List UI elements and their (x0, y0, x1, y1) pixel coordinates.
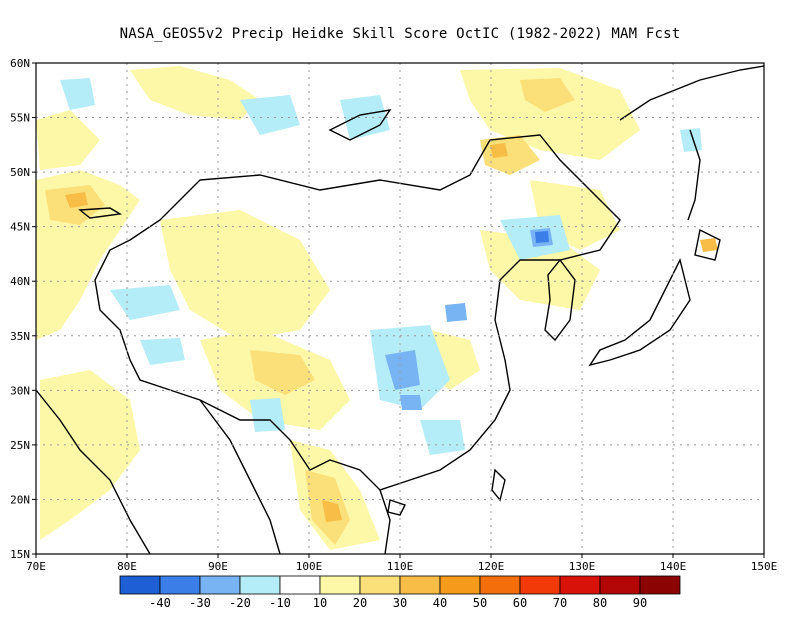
colorbar-swatch (319, 575, 361, 595)
shade-patch-blue-deep-3 (445, 303, 467, 322)
hokkaido-coast (694, 228, 721, 261)
shade-patch-blue-deep-4 (400, 395, 422, 410)
colorbar-swatch (279, 575, 321, 595)
lon-tick-label: 100E (296, 560, 323, 573)
graticule (36, 63, 764, 554)
colorbar: -40 -30 -20 -10 10 20 30 40 50 60 70 80 90 (119, 575, 681, 610)
skill-shading (36, 66, 718, 550)
lat-tick-label: 25N (10, 439, 30, 452)
lon-tick-label: 120E (478, 560, 505, 573)
colorbar-swatch (439, 575, 481, 595)
shade-patch-blue-2 (240, 95, 300, 135)
colorbar-label: 90 (633, 596, 647, 610)
colorbar-label: -20 (229, 596, 251, 610)
russia-east-coast (619, 65, 764, 121)
colorbar-swatch (479, 575, 521, 595)
colorbar-swatch (559, 575, 601, 595)
colorbar-label: 80 (593, 596, 607, 610)
shade-patch-blue-7 (140, 338, 185, 365)
korea-coast (544, 258, 576, 342)
shade-patch-nw (36, 110, 100, 170)
colorbar-label: 60 (513, 596, 527, 610)
shade-patch-blue-8 (250, 398, 285, 432)
lon-tick-label: 140E (660, 560, 687, 573)
colorbar-swatch (359, 575, 401, 595)
colorbar-label: 70 (553, 596, 567, 610)
lat-tick-label: 20N (10, 493, 30, 506)
shade-patch-mongolia (460, 68, 640, 160)
japan-coast (588, 257, 691, 367)
lon-tick-label: 150E (751, 560, 778, 573)
shade-patch-ne (520, 78, 575, 112)
shade-patch-hot-3 (490, 143, 508, 158)
lake-baikal (328, 109, 392, 141)
lat-tick-label: 40N (10, 275, 30, 288)
colorbar-swatch (519, 575, 561, 595)
shade-patch-india (40, 370, 140, 540)
shade-patch-hot-4 (700, 238, 718, 252)
map-title: NASA_GEOS5v2 Precip Heidke Skill Score O… (119, 26, 681, 42)
china-border (94, 134, 621, 491)
latitude-ticks: 15N 20N 25N 30N 35N 40N 45N 50N 55N 60N (10, 57, 36, 561)
shade-patch-tibet-core (250, 350, 315, 395)
colorbar-swatch (159, 575, 201, 595)
balkhash (78, 207, 123, 219)
india-coast (36, 389, 151, 554)
indochina-coast (379, 489, 391, 554)
taiwan (491, 468, 506, 502)
colorbar-swatch (199, 575, 241, 595)
lon-tick-label: 110E (387, 560, 414, 573)
colorbar-label: -40 (149, 596, 171, 610)
shade-patch-blue-deepest (535, 231, 549, 243)
shade-patch-hot-1 (65, 192, 88, 208)
colorbar-label: 20 (353, 596, 367, 610)
lon-tick-label: 80E (117, 560, 137, 573)
colorbar-label: 40 (433, 596, 447, 610)
colorbar-label: -10 (269, 596, 291, 610)
lat-tick-label: 50N (10, 166, 30, 179)
lat-tick-label: 30N (10, 384, 30, 397)
longitude-ticks: 70E 80E 90E 100E 110E 120E 130E 140E 150E (26, 554, 777, 573)
hainan (387, 499, 406, 516)
lon-tick-label: 90E (208, 560, 228, 573)
lat-tick-label: 55N (10, 112, 30, 125)
shade-patch-north (130, 66, 260, 120)
lat-tick-label: 35N (10, 330, 30, 343)
colorbar-label: 10 (313, 596, 327, 610)
shade-patch-blue-1 (60, 78, 95, 110)
lat-tick-label: 15N (10, 548, 30, 561)
shade-patch-blue-4 (110, 285, 180, 320)
colorbar-swatch (239, 575, 281, 595)
lat-tick-label: 45N (10, 221, 30, 234)
shade-patch-hot-2 (322, 500, 342, 522)
shade-patch-central (160, 210, 330, 340)
lat-tick-label: 60N (10, 57, 30, 70)
lon-tick-label: 130E (569, 560, 596, 573)
colorbar-swatch (639, 575, 681, 595)
shade-patch-blue-deep-1 (385, 350, 420, 390)
shade-patch-blue-10 (680, 128, 702, 152)
shade-patch-blue-9 (420, 420, 465, 455)
colorbar-swatch (599, 575, 641, 595)
lon-tick-label: 70E (26, 560, 46, 573)
colorbar-label: -30 (189, 596, 211, 610)
coastlines (36, 65, 764, 554)
colorbar-swatch (399, 575, 441, 595)
sakhalin (687, 129, 701, 221)
bay-of-bengal (199, 399, 281, 554)
colorbar-label: 30 (393, 596, 407, 610)
colorbar-swatch (119, 575, 161, 595)
colorbar-label: 50 (473, 596, 487, 610)
